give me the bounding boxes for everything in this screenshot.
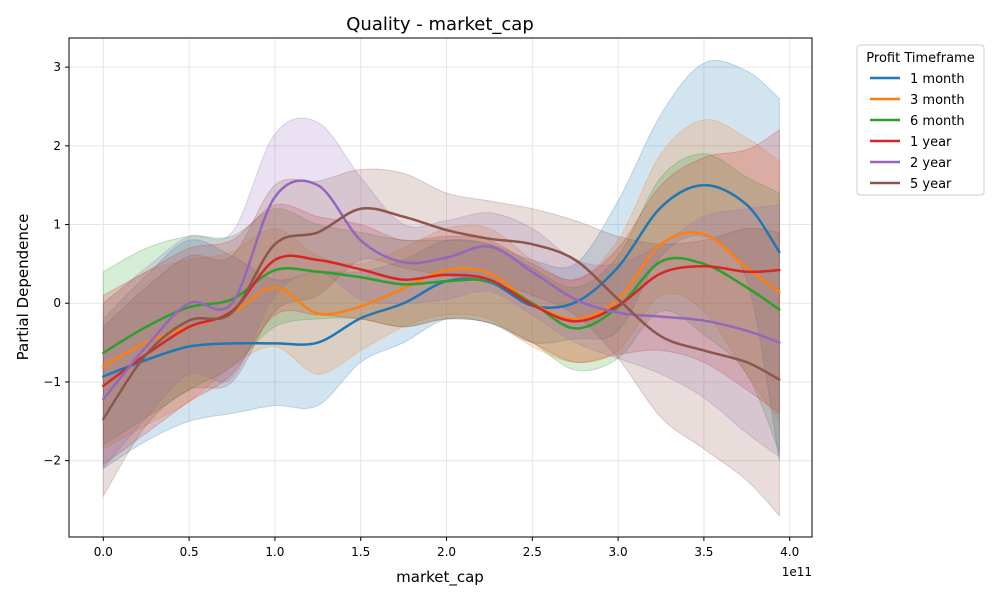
legend-label: 2 year <box>910 156 952 171</box>
legend-label: 1 year <box>910 135 952 150</box>
legend-items: 1 month 3 month 6 month 1 year 2 year 5 year <box>870 72 965 192</box>
x-tick-label: 0.5 <box>180 545 199 559</box>
confidence-bands <box>102 60 780 518</box>
y-tick-label: 3 <box>53 60 61 74</box>
legend-title: Profit Timeframe <box>866 51 974 66</box>
y-tick-label: −2 <box>43 454 61 468</box>
series-line <box>102 256 781 355</box>
legend-label: 1 month <box>910 72 965 87</box>
x-tick-label: 1.5 <box>351 545 370 559</box>
legend-box <box>856 44 985 196</box>
confidence-band <box>102 153 780 453</box>
y-axis-label: Partial Dependence <box>14 214 32 361</box>
x-tick-label: 0.0 <box>94 545 113 559</box>
legend-label: 5 year <box>910 177 952 192</box>
confidence-band <box>102 60 780 470</box>
confidence-band <box>102 168 780 518</box>
series-line <box>102 179 781 401</box>
y-tick-label: 0 <box>53 296 61 310</box>
series-line <box>102 206 781 421</box>
x-tick-label: 3.0 <box>609 545 628 559</box>
y-tick-label: −1 <box>43 375 61 389</box>
plot-area-frame <box>68 37 813 538</box>
x-axis-ticks: 0.0 0.5 1.0 1.5 2.0 2.5 3.0 3.5 4.0 <box>94 537 799 559</box>
legend-label: 3 month <box>910 93 965 108</box>
x-tick-label: 1.0 <box>265 545 284 559</box>
legend-label: 6 month <box>910 114 965 129</box>
chart-title: Quality - market_cap <box>346 14 534 35</box>
x-tick-label: 2.0 <box>437 545 456 559</box>
x-axis-offset-text: 1e11 <box>782 565 812 579</box>
x-axis-label: market_cap <box>396 568 484 587</box>
series-lines <box>102 179 781 421</box>
x-tick-label: 4.0 <box>780 545 799 559</box>
y-axis-ticks: −2 −1 0 1 2 3 <box>43 60 69 468</box>
y-tick-label: 2 <box>53 139 61 153</box>
x-tick-label: 2.5 <box>523 545 542 559</box>
y-tick-label: 1 <box>53 218 61 232</box>
x-tick-label: 3.5 <box>694 545 713 559</box>
